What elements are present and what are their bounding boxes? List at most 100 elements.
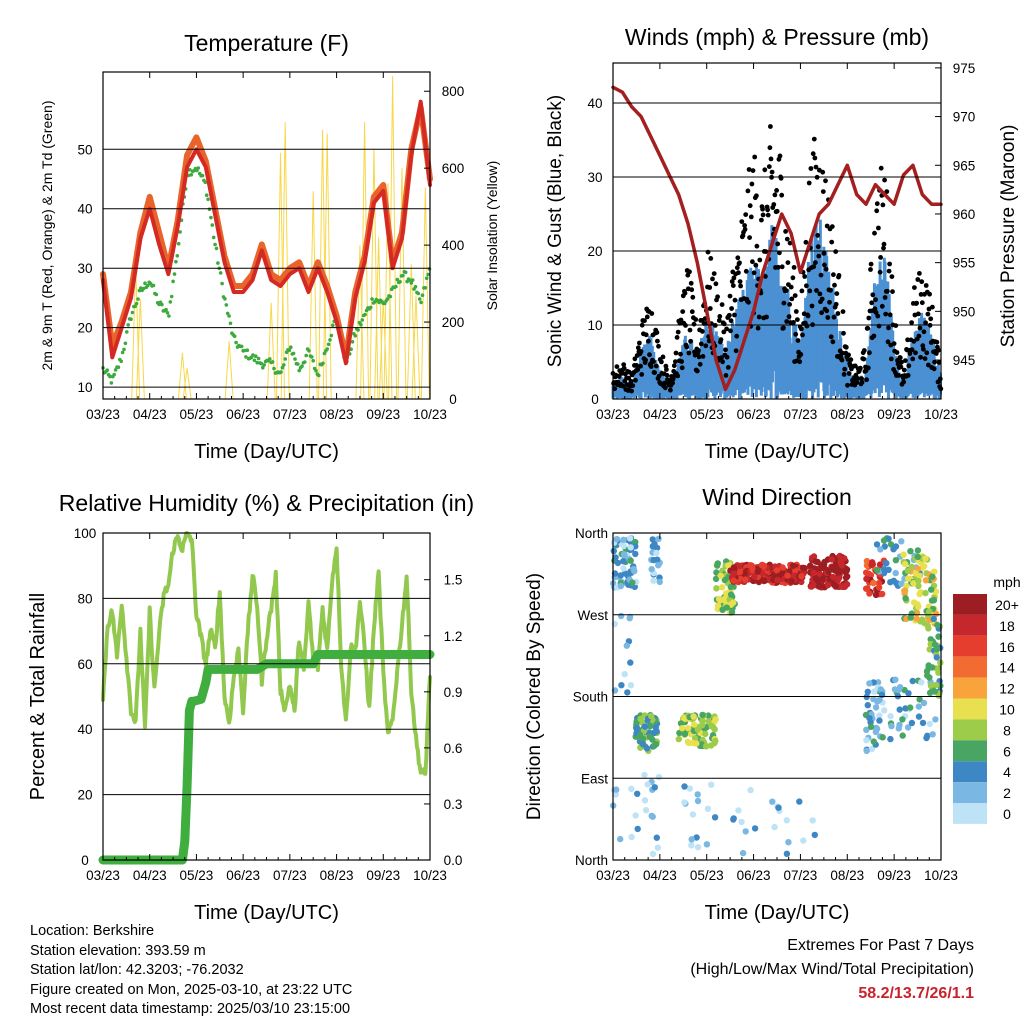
dewpoint-point [289,345,293,350]
wind-direction-point [928,586,935,593]
wind-direction-point [621,570,629,577]
wind-gust-point [905,373,911,378]
wind-gust-point [819,310,824,316]
wind-direction-point [915,713,923,720]
speed-legend-swatch [953,677,987,699]
wind-gust-point [894,350,900,355]
temperature-xtick-label: 06/23 [226,407,260,422]
wind-gust-point [834,291,840,296]
wind-direction-point [881,707,888,714]
solar-insolation-spike [411,295,421,400]
wind-direction-point [626,615,633,622]
wind-gust-point [783,288,789,293]
solar-insolation-spike [135,298,145,400]
wind-gust-point [813,164,819,170]
winds-ylabel-right: Station Pressure (Maroon) [998,125,1019,348]
wind-direction-point [738,818,745,826]
dewpoint-point [245,348,250,353]
wind-gust-point [784,236,790,242]
wind-gust-point [845,382,850,388]
dewpoint-point [109,381,114,385]
wind-direction-point [844,573,851,580]
temperature-xtick-label: 03/23 [86,407,120,422]
temperature-ytick-right-label: 200 [442,315,465,330]
dewpoint-point [178,230,182,234]
speed-legend-label: 2 [1003,785,1011,801]
wind-direction-point [715,595,723,603]
wind-direction-point [916,590,923,598]
wind-direction-point [899,732,906,739]
wind-direction-point [613,536,620,543]
wind-gust-point [788,284,794,290]
wind-gust-point [742,223,747,228]
wind-direction-point [888,722,895,730]
wind-gust-point [725,365,731,370]
wind-gust-point [734,333,740,339]
speed-legend-label: 0 [1003,806,1011,822]
wind-direction-point [641,797,649,804]
dewpoint-point [282,363,286,367]
dewpoint-point [350,340,355,344]
wind_direction-xtick-label: 09/23 [877,868,911,883]
wind-direction-point [651,742,658,749]
wind-gust-point [920,343,926,349]
dewpoint-point [321,361,325,366]
dewpoint-point [242,348,247,353]
wind-gust-point [769,169,775,175]
wind-gust-point [870,292,876,298]
wind-direction-point [644,781,651,788]
wind-gust-point [873,297,878,303]
wind-direction-point [904,567,911,574]
wind-gust-point [616,374,622,379]
wind-direction-point [887,541,895,548]
humidity-title: Relative Humidity (%) & Precipitation (i… [59,490,474,516]
dewpoint-point [123,341,128,346]
wind-gust-point [750,259,755,265]
wind-gust-point [789,296,795,302]
wind-gust-point [841,372,847,377]
solar-insolation-spike [420,187,430,400]
dewpoint-point [262,363,267,367]
wind-gust-point [921,329,927,335]
wind-gust-point [711,271,717,276]
wind-gust-point [854,380,860,385]
wind-gust-point [805,313,811,319]
wind-gust-point [688,338,693,344]
wind-direction-point [907,548,914,555]
wind-direction-point [685,725,692,732]
wind-direction-point [693,834,700,841]
wind-gust-point [664,367,669,372]
wind-gust-point [779,264,785,270]
wind-direction-point [730,564,738,571]
wind-direction-point [870,738,877,745]
wind-direction-point [866,715,873,722]
wind-direction-point [730,599,737,606]
humidity-ytick-label: 20 [77,788,92,803]
wind-direction-point [879,734,886,741]
wind-direction-point [773,567,781,574]
wind-gust-point [786,314,792,320]
wind-gust-point [923,283,929,288]
wind-direction-point [651,729,658,736]
wind-direction-point [880,566,888,573]
wind-gust-point [861,356,867,362]
figure-created: Figure created on Mon, 2025-03-10, at 23… [30,981,353,998]
wind-gust-point [886,325,891,331]
wind-gust-point [888,356,894,362]
wind-gust-point [846,352,851,358]
wind-gust-point [868,261,874,267]
wind-gust-point [686,350,692,356]
dewpoint-point [251,353,255,357]
humidity-xlabel: Time (Day/UTC) [194,902,339,924]
wind-gust-point [662,385,668,391]
wind-direction-point [920,699,928,707]
wind-gust-point [673,359,678,364]
wind-direction-point [892,676,899,683]
dewpoint-point [129,317,133,322]
winds-ytick-right-label: 955 [953,256,976,271]
wind-gust-point [884,189,890,195]
dewpoint-point [204,193,209,197]
dewpoint-point [283,357,288,361]
wind-direction-point [736,563,743,570]
extremes-subtitle: (High/Low/Max Wind/Total Precipitation) [690,961,974,978]
